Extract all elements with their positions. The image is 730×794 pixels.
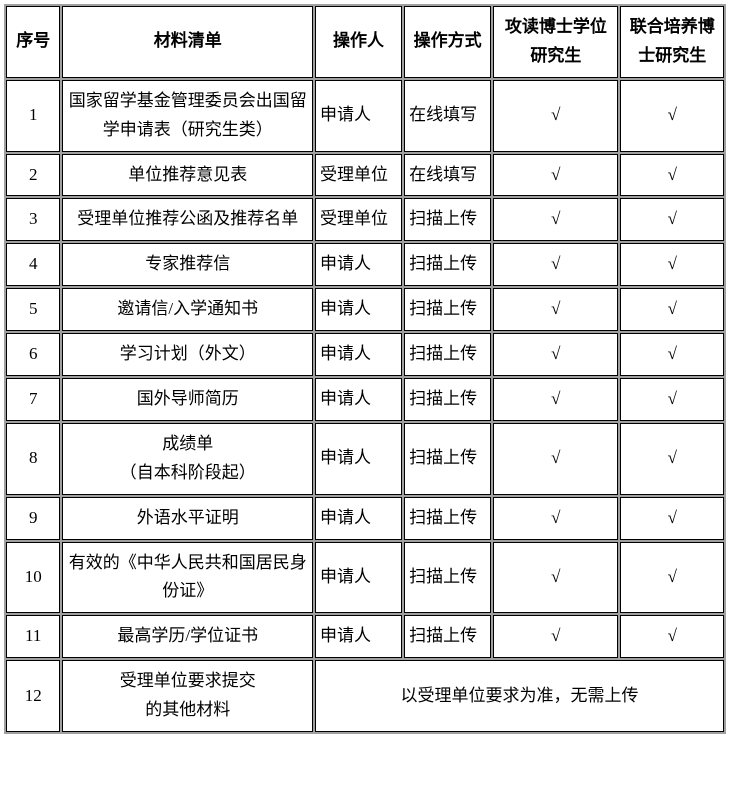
- cell-phd: √: [493, 198, 618, 241]
- cell-method: 扫描上传: [404, 542, 491, 614]
- cell-joint: √: [620, 423, 724, 495]
- cell-phd: √: [493, 243, 618, 286]
- cell-phd: √: [493, 542, 618, 614]
- cell-phd: √: [493, 80, 618, 152]
- cell-operator: 申请人: [315, 80, 402, 152]
- cell-method: 扫描上传: [404, 288, 491, 331]
- cell-list: 成绩单（自本科阶段起）: [62, 423, 313, 495]
- cell-joint: √: [620, 288, 724, 331]
- cell-idx: 12: [6, 660, 60, 732]
- table-row: 1国家留学基金管理委员会出国留学申请表（研究生类）申请人在线填写√√: [6, 80, 724, 152]
- cell-operator: 受理单位: [315, 198, 402, 241]
- table-row: 7国外导师简历申请人扫描上传√√: [6, 378, 724, 421]
- cell-joint: √: [620, 80, 724, 152]
- cell-joint: √: [620, 378, 724, 421]
- cell-operator: 申请人: [315, 333, 402, 376]
- cell-phd: √: [493, 615, 618, 658]
- header-list: 材料清单: [62, 6, 313, 78]
- cell-joint: √: [620, 243, 724, 286]
- header-operator: 操作人: [315, 6, 402, 78]
- table-row: 3受理单位推荐公函及推荐名单受理单位扫描上传√√: [6, 198, 724, 241]
- cell-list: 国家留学基金管理委员会出国留学申请表（研究生类）: [62, 80, 313, 152]
- cell-joint: √: [620, 497, 724, 540]
- cell-operator: 申请人: [315, 288, 402, 331]
- cell-method: 在线填写: [404, 80, 491, 152]
- table-row: 8成绩单（自本科阶段起）申请人扫描上传√√: [6, 423, 724, 495]
- cell-phd: √: [493, 154, 618, 197]
- cell-phd: √: [493, 423, 618, 495]
- cell-method: 扫描上传: [404, 378, 491, 421]
- cell-joint: √: [620, 615, 724, 658]
- cell-phd: √: [493, 288, 618, 331]
- cell-joint: √: [620, 542, 724, 614]
- cell-idx: 9: [6, 497, 60, 540]
- cell-list: 有效的《中华人民共和国居民身份证》: [62, 542, 313, 614]
- cell-operator: 申请人: [315, 243, 402, 286]
- table-row: 2单位推荐意见表受理单位在线填写√√: [6, 154, 724, 197]
- cell-list: 学习计划（外文）: [62, 333, 313, 376]
- table-row: 4专家推荐信申请人扫描上传√√: [6, 243, 724, 286]
- cell-idx: 4: [6, 243, 60, 286]
- table-row: 6学习计划（外文）申请人扫描上传√√: [6, 333, 724, 376]
- table-row: 5邀请信/入学通知书申请人扫描上传√√: [6, 288, 724, 331]
- cell-method: 扫描上传: [404, 423, 491, 495]
- cell-operator: 申请人: [315, 615, 402, 658]
- cell-operator: 申请人: [315, 542, 402, 614]
- cell-operator: 申请人: [315, 423, 402, 495]
- table-row: 11最高学历/学位证书申请人扫描上传√√: [6, 615, 724, 658]
- cell-idx: 1: [6, 80, 60, 152]
- table-row: 10有效的《中华人民共和国居民身份证》申请人扫描上传√√: [6, 542, 724, 614]
- cell-list: 外语水平证明: [62, 497, 313, 540]
- cell-method: 扫描上传: [404, 198, 491, 241]
- cell-merged-note: 以受理单位要求为准，无需上传: [315, 660, 724, 732]
- table-body: 1国家留学基金管理委员会出国留学申请表（研究生类）申请人在线填写√√2单位推荐意…: [6, 80, 724, 732]
- cell-joint: √: [620, 154, 724, 197]
- table-row: 9外语水平证明申请人扫描上传√√: [6, 497, 724, 540]
- table-header-row: 序号 材料清单 操作人 操作方式 攻读博士学位研究生 联合培养博士研究生: [6, 6, 724, 78]
- cell-method: 扫描上传: [404, 615, 491, 658]
- cell-idx: 2: [6, 154, 60, 197]
- cell-phd: √: [493, 497, 618, 540]
- cell-method: 在线填写: [404, 154, 491, 197]
- cell-idx: 10: [6, 542, 60, 614]
- cell-operator: 申请人: [315, 378, 402, 421]
- cell-phd: √: [493, 333, 618, 376]
- header-method: 操作方式: [404, 6, 491, 78]
- cell-idx: 6: [6, 333, 60, 376]
- cell-operator: 申请人: [315, 497, 402, 540]
- cell-method: 扫描上传: [404, 243, 491, 286]
- header-phd: 攻读博士学位研究生: [493, 6, 618, 78]
- cell-list: 专家推荐信: [62, 243, 313, 286]
- cell-method: 扫描上传: [404, 333, 491, 376]
- cell-list: 受理单位要求提交的其他材料: [62, 660, 313, 732]
- cell-list: 单位推荐意见表: [62, 154, 313, 197]
- cell-list: 国外导师简历: [62, 378, 313, 421]
- header-joint: 联合培养博士研究生: [620, 6, 724, 78]
- cell-idx: 7: [6, 378, 60, 421]
- cell-idx: 11: [6, 615, 60, 658]
- cell-list: 邀请信/入学通知书: [62, 288, 313, 331]
- table-row: 12受理单位要求提交的其他材料以受理单位要求为准，无需上传: [6, 660, 724, 732]
- cell-idx: 5: [6, 288, 60, 331]
- cell-idx: 3: [6, 198, 60, 241]
- cell-method: 扫描上传: [404, 497, 491, 540]
- materials-table: 序号 材料清单 操作人 操作方式 攻读博士学位研究生 联合培养博士研究生 1国家…: [4, 4, 726, 734]
- cell-operator: 受理单位: [315, 154, 402, 197]
- cell-list: 受理单位推荐公函及推荐名单: [62, 198, 313, 241]
- header-idx: 序号: [6, 6, 60, 78]
- cell-joint: √: [620, 198, 724, 241]
- cell-list: 最高学历/学位证书: [62, 615, 313, 658]
- cell-idx: 8: [6, 423, 60, 495]
- cell-phd: √: [493, 378, 618, 421]
- cell-joint: √: [620, 333, 724, 376]
